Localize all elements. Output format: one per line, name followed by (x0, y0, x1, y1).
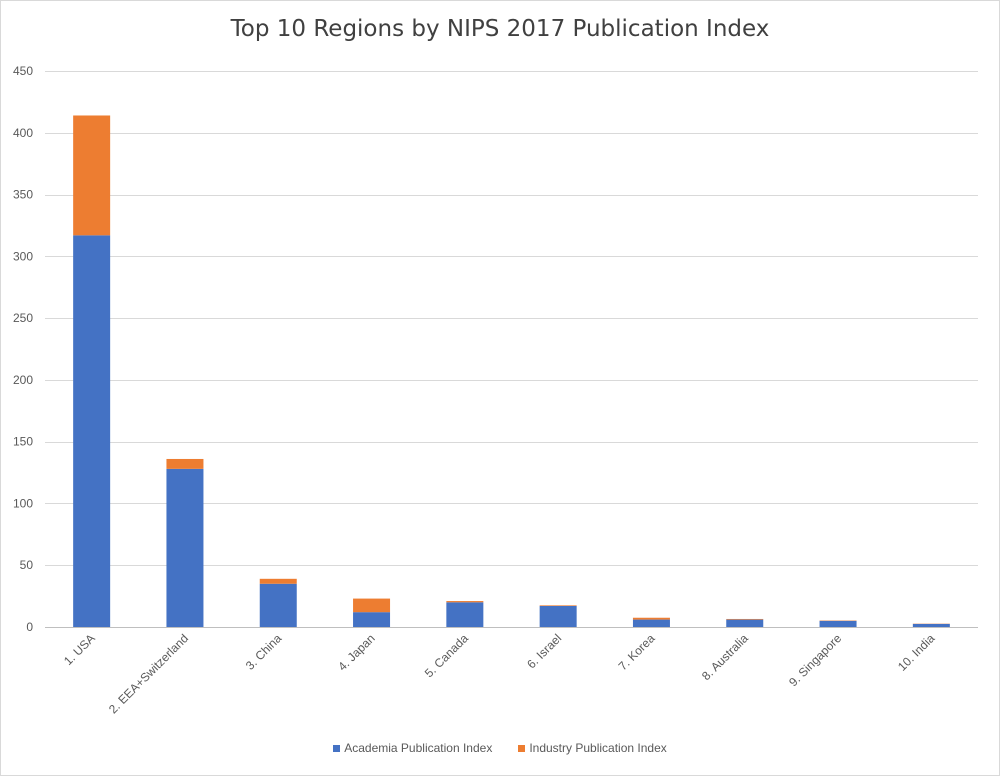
legend-item-academia: Academia Publication Index (333, 741, 492, 755)
legend-swatch-industry (518, 744, 526, 752)
y-tick-label: 0 (26, 620, 33, 634)
legend-swatch-academia (333, 744, 341, 752)
y-tick-label: 450 (13, 64, 33, 78)
x-tick-label: 1. USA (61, 631, 98, 668)
y-tick-label: 300 (13, 249, 33, 263)
bar-academia (632, 619, 670, 627)
y-tick-label: 400 (13, 126, 33, 140)
x-tick-label: 4. Japan (335, 631, 377, 673)
bar-industry (259, 578, 297, 584)
legend-item-industry: Industry Publication Index (518, 741, 667, 755)
x-tick-label: 2. EEA+Switzerland (106, 631, 191, 716)
x-tick-label: 3. China (243, 631, 285, 673)
bar-industry (166, 458, 204, 469)
bar-academia (166, 468, 204, 627)
y-tick-label: 50 (20, 558, 34, 572)
x-tick-label: 10. India (895, 631, 938, 674)
x-tick-label: 8. Australia (699, 631, 751, 683)
bar-academia (73, 235, 111, 627)
y-tick-label: 150 (13, 435, 33, 449)
bar-industry (73, 115, 111, 236)
x-tick-label: 9. Singapore (786, 631, 844, 689)
bar-academia (726, 619, 764, 627)
bar-industry (726, 618, 764, 620)
bar-academia (912, 623, 950, 627)
legend: Academia Publication Index Industry Publ… (0, 741, 1000, 755)
x-tick-label: 7. Korea (616, 631, 658, 673)
x-tick-label: 5. Canada (422, 631, 471, 680)
y-tick-label: 200 (13, 373, 33, 387)
legend-label-academia: Academia Publication Index (344, 741, 493, 755)
chart-title: Top 10 Regions by NIPS 2017 Publication … (230, 16, 770, 42)
bar-academia (259, 583, 297, 627)
bar-industry (632, 617, 670, 620)
bar-industry (446, 601, 484, 603)
x-tick-label: 6. Israel (524, 631, 564, 671)
y-tick-label: 250 (13, 311, 33, 325)
bar-academia (446, 602, 484, 627)
bar-academia (819, 620, 857, 627)
legend-label-industry: Industry Publication Index (529, 741, 667, 755)
y-tick-label: 100 (13, 496, 33, 510)
bar-academia (539, 605, 577, 627)
bar-academia (353, 612, 391, 627)
bar-industry (353, 598, 391, 613)
bar-industry (539, 605, 577, 606)
y-tick-label: 350 (13, 188, 33, 202)
